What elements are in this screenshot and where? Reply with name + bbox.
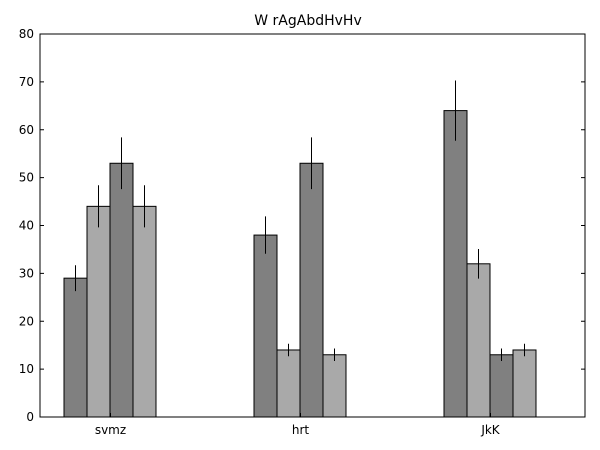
- y-tick-label: 0: [26, 410, 34, 424]
- bar-JkK-s1: [443, 110, 468, 418]
- bar-hrt-s3: [299, 162, 324, 418]
- x-axis: svmz hrt JkK: [95, 413, 501, 437]
- y-axis: 0 10 20 30 40 50 60 70 80: [19, 27, 585, 424]
- bar-hrt-s2: [276, 349, 301, 418]
- bar-svmz-s4: [132, 205, 157, 418]
- x-tick-label: hrt: [292, 423, 310, 437]
- y-tick-label: 20: [19, 314, 34, 328]
- bar-svmz-s3: [109, 162, 134, 418]
- y-tick-label: 40: [19, 219, 34, 233]
- chart-title: W rAgAbdHvHv: [254, 13, 362, 29]
- bar-JkK-s2: [466, 263, 491, 418]
- error-bars-layer: [75, 80, 525, 361]
- bar-hrt-s4: [322, 354, 347, 418]
- y-tick-label: 30: [19, 266, 34, 280]
- x-tick-label: svmz: [95, 423, 126, 437]
- x-tick-label: JkK: [480, 423, 500, 437]
- bar-svmz-s2: [86, 205, 111, 418]
- bars-layer: [63, 110, 537, 418]
- y-tick-label: 10: [19, 362, 34, 376]
- y-tick-label: 60: [19, 123, 34, 137]
- bar-svmz-s1: [63, 277, 88, 418]
- y-tick-label: 80: [19, 27, 34, 41]
- bar-JkK-s3: [489, 354, 514, 418]
- bar-hrt-s1: [253, 234, 278, 418]
- y-tick-label: 50: [19, 171, 34, 185]
- y-tick-label: 70: [19, 75, 34, 89]
- bar-JkK-s4: [512, 349, 537, 418]
